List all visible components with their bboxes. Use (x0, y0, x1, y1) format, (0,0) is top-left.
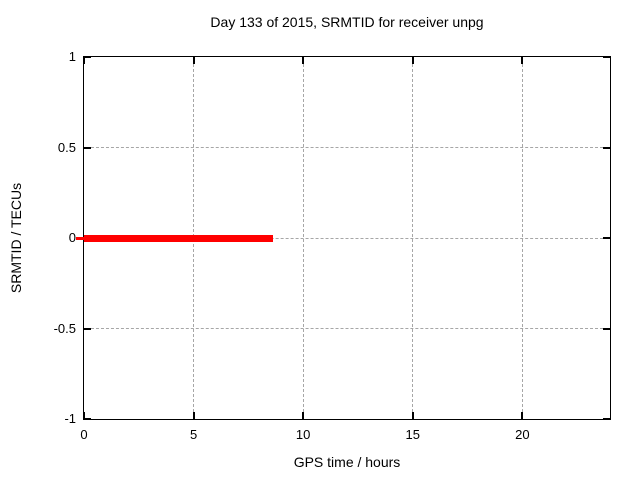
chart-title: Day 133 of 2015, SRMTID for receiver unp… (210, 14, 484, 30)
y-tick-label: 0 (68, 230, 76, 245)
y-tick-mark (84, 418, 91, 420)
data-series-line-cap (76, 236, 84, 240)
x-axis-label: GPS time / hours (293, 454, 401, 470)
x-tick-label: 20 (515, 427, 530, 442)
x-tick-mark-top (521, 57, 523, 64)
x-tick-mark (193, 412, 195, 419)
x-tick-mark (521, 412, 523, 419)
y-tick-label: -0.5 (53, 320, 76, 336)
y-tick-mark (84, 56, 91, 58)
x-tick-label: 15 (405, 427, 420, 442)
x-tick-mark-top (302, 57, 304, 64)
x-tick-mark-top (83, 57, 85, 64)
y-axis-label: SRMTID / TECUs (8, 182, 24, 294)
x-tick-mark (302, 412, 304, 419)
x-tick-mark-top (412, 57, 414, 64)
horizontal-gridline (86, 237, 608, 239)
x-tick-mark-top (193, 57, 195, 64)
x-tick-mark (412, 412, 414, 419)
x-tick-mark (83, 412, 85, 419)
y-tick-mark-right (603, 418, 610, 420)
horizontal-gridline (86, 147, 608, 148)
data-series-line (84, 234, 273, 242)
y-tick-mark-right (603, 328, 610, 330)
horizontal-gridline (86, 328, 608, 329)
y-tick-label: 1 (68, 49, 76, 64)
y-tick-mark (84, 147, 91, 149)
x-tick-label: 5 (189, 427, 198, 442)
y-tick-mark-right (603, 147, 610, 149)
x-tick-label: 0 (80, 427, 88, 442)
y-tick-label: 0.5 (57, 139, 76, 155)
y-tick-mark-right (603, 56, 610, 58)
x-tick-label: 10 (295, 427, 311, 442)
y-tick-mark (84, 328, 91, 330)
y-tick-mark-right (603, 237, 610, 239)
y-tick-label: -1 (64, 411, 76, 426)
